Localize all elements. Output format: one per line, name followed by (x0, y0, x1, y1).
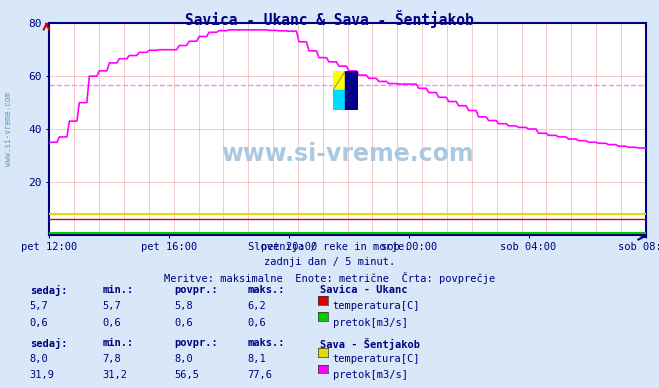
Text: min.:: min.: (102, 338, 133, 348)
Text: www.si-vreme.com: www.si-vreme.com (221, 142, 474, 166)
Text: 0,6: 0,6 (247, 318, 266, 328)
Text: 8,1: 8,1 (247, 354, 266, 364)
Text: povpr.:: povpr.: (175, 285, 218, 295)
Text: Sava - Šentjakob: Sava - Šentjakob (320, 338, 420, 350)
Text: 77,6: 77,6 (247, 370, 272, 380)
Text: 5,7: 5,7 (102, 301, 121, 312)
Text: maks.:: maks.: (247, 285, 285, 295)
Text: Meritve: maksimalne  Enote: metrične  Črta: povprečje: Meritve: maksimalne Enote: metrične Črta… (164, 272, 495, 284)
Text: min.:: min.: (102, 285, 133, 295)
Text: sedaj:: sedaj: (30, 338, 67, 348)
Text: 31,2: 31,2 (102, 370, 127, 380)
Text: 8,0: 8,0 (175, 354, 193, 364)
Text: Savica - Ukanc & Sava - Šentjakob: Savica - Ukanc & Sava - Šentjakob (185, 10, 474, 28)
Text: 6,2: 6,2 (247, 301, 266, 312)
Text: Savica - Ukanc: Savica - Ukanc (320, 285, 407, 295)
Text: pretok[m3/s]: pretok[m3/s] (333, 370, 408, 380)
Text: 5,8: 5,8 (175, 301, 193, 312)
Text: 31,9: 31,9 (30, 370, 55, 380)
Text: pretok[m3/s]: pretok[m3/s] (333, 318, 408, 328)
Text: 8,0: 8,0 (30, 354, 48, 364)
Text: zadnji dan / 5 minut.: zadnji dan / 5 minut. (264, 257, 395, 267)
Text: 0,6: 0,6 (30, 318, 48, 328)
Text: povpr.:: povpr.: (175, 338, 218, 348)
Text: 0,6: 0,6 (102, 318, 121, 328)
Bar (333, 90, 345, 110)
Text: sedaj:: sedaj: (30, 285, 67, 296)
Text: 0,6: 0,6 (175, 318, 193, 328)
Text: Slovenija / reke in morje.: Slovenija / reke in morje. (248, 242, 411, 253)
Text: 5,7: 5,7 (30, 301, 48, 312)
Bar (333, 71, 345, 90)
Text: 7,8: 7,8 (102, 354, 121, 364)
Text: www.si-vreme.com: www.si-vreme.com (4, 92, 13, 166)
Text: maks.:: maks.: (247, 338, 285, 348)
Text: temperatura[C]: temperatura[C] (333, 301, 420, 312)
Bar (345, 71, 358, 110)
Text: 56,5: 56,5 (175, 370, 200, 380)
Text: temperatura[C]: temperatura[C] (333, 354, 420, 364)
